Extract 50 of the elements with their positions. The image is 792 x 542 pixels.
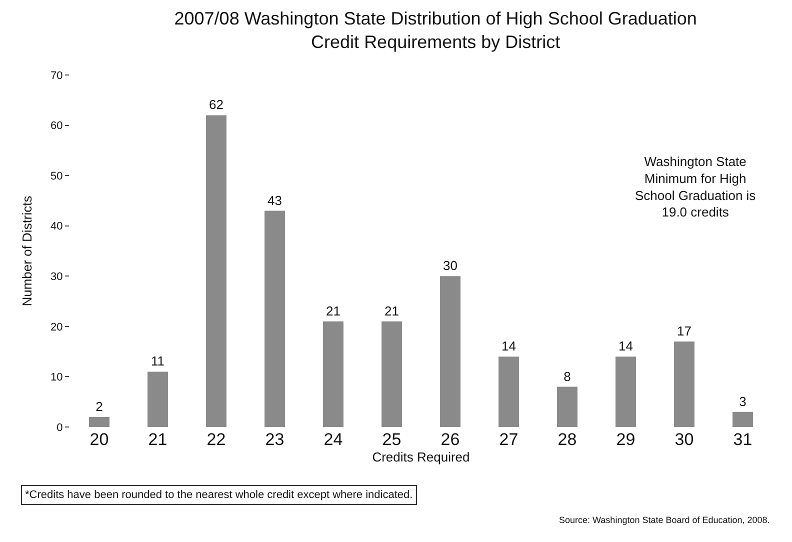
x-tick-label: 21	[148, 430, 168, 449]
y-tick-label: 40	[50, 220, 63, 233]
bar	[557, 386, 578, 427]
bar	[148, 372, 168, 427]
bar	[382, 321, 402, 427]
y-tick-label: 10	[50, 372, 63, 384]
data-label: 11	[151, 354, 164, 369]
y-tick-label: 50	[50, 170, 63, 182]
y-axis-title: Number of Districts	[20, 195, 34, 306]
bar	[89, 416, 110, 427]
source-note: Source: Washington State Board of Education, 2008.	[559, 515, 770, 525]
x-tick-label: 29	[616, 430, 636, 449]
bar	[323, 321, 344, 427]
x-tick-label: 30	[674, 430, 694, 449]
x-tick-label: 22	[206, 430, 226, 449]
bar	[732, 412, 753, 427]
data-label: 21	[326, 303, 340, 318]
x-tick-label: 23	[265, 430, 284, 449]
data-label: 14	[618, 338, 633, 354]
x-tick-label: 25	[382, 430, 402, 449]
bar	[264, 210, 285, 427]
y-tick-label: 30	[50, 270, 63, 283]
data-label: 17	[677, 324, 692, 339]
x-tick-label: 31	[733, 430, 752, 449]
text: *Credits have been rounded to the nearest whole credit except where indicated.	[25, 489, 413, 501]
y-tick-label: 20	[50, 321, 63, 334]
bar	[498, 356, 519, 427]
data-label: 8	[564, 368, 571, 384]
x-axis-title: Credits Required	[372, 450, 470, 465]
y-tick-label: 60	[50, 120, 63, 132]
x-tick-label: 28	[558, 430, 577, 449]
bar	[616, 356, 636, 427]
x-tick-label: 26	[440, 430, 460, 449]
data-label: 3	[739, 394, 746, 409]
x-tick-label: 27	[499, 430, 518, 449]
data-label: 14	[502, 338, 516, 354]
data-label: 43	[268, 192, 282, 208]
y-tick-label: 70	[50, 70, 63, 82]
bar	[674, 342, 694, 427]
data-label: 30	[443, 258, 458, 274]
bar	[206, 115, 226, 427]
x-tick-label: 20	[90, 430, 109, 449]
data-label: 21	[384, 303, 399, 318]
chart-title: 2007/08 Washington State Distribution of High School Graduation Credit Requirements by District	[174, 8, 697, 52]
data-label: 62	[209, 97, 224, 112]
annotation: Washington State Minimum for High School Graduation is 19.0 credits	[635, 154, 756, 220]
data-label: 2	[96, 398, 103, 414]
x-tick-label: 24	[324, 430, 343, 449]
y-tick-label: 0	[56, 422, 63, 434]
bar	[440, 276, 460, 427]
